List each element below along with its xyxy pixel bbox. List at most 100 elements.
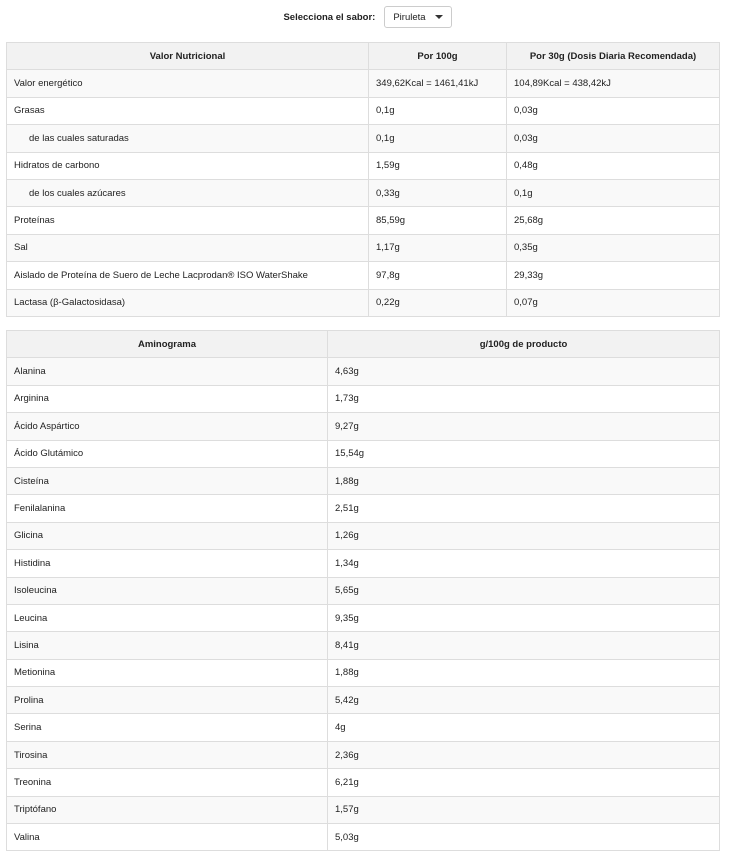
header-cell: Valor Nutricional bbox=[6, 41, 369, 71]
table-cell: Prolina bbox=[6, 686, 328, 715]
table-cell: 0,03g bbox=[506, 96, 720, 126]
table-row: Ácido Aspártico 9,27g bbox=[6, 412, 720, 441]
header-row: Valor Nutricional Por 100g Por 30g (Dosis … bbox=[6, 41, 720, 71]
flavor-selector: Selecciona el sabor: Piruleta bbox=[0, 6, 735, 28]
table-cell: Alanina bbox=[6, 357, 328, 386]
table-row: Tirosina 2,36g bbox=[6, 740, 720, 770]
table-cell: 0,35g bbox=[506, 233, 720, 263]
table-cell: Sal bbox=[6, 233, 369, 263]
table-cell: 1,17g bbox=[368, 233, 507, 263]
nutrition-table: Valor Nutricional Por 100g Por 30g (Dosis … bbox=[6, 41, 720, 317]
table-cell: Isoleucina bbox=[6, 576, 328, 605]
table-cell: 0,07g bbox=[506, 288, 720, 317]
table-row: Arginina 1,73g bbox=[6, 384, 720, 414]
table-cell: 85,59g bbox=[368, 206, 507, 235]
table-row: de las cuales saturadas 0,1g 0,03g bbox=[6, 124, 720, 153]
table-row: Alanina 4,63g bbox=[6, 357, 720, 386]
table-row: Lisina 8,41g bbox=[6, 631, 720, 660]
table-cell: Grasas bbox=[6, 96, 369, 126]
table-cell: Cisteína bbox=[6, 466, 328, 496]
flavor-dropdown[interactable]: Piruleta bbox=[384, 6, 452, 28]
table-cell: 2,36g bbox=[327, 740, 720, 770]
table-cell: Proteínas bbox=[6, 206, 369, 235]
table-row: Hidratos de carbono 1,59g 0,48g bbox=[6, 151, 720, 180]
table-cell: 0,33g bbox=[368, 178, 507, 208]
table-cell: Lisina bbox=[6, 631, 328, 660]
table-cell: 1,88g bbox=[327, 466, 720, 496]
table-cell: Tirosina bbox=[6, 740, 328, 770]
table-cell: 97,8g bbox=[368, 261, 507, 290]
table-cell: 0,22g bbox=[368, 288, 507, 317]
table-cell: Histidina bbox=[6, 549, 328, 578]
table-cell: 5,42g bbox=[327, 686, 720, 715]
table-cell: Valor energético bbox=[6, 69, 369, 98]
table-cell: Treonina bbox=[6, 768, 328, 797]
table-row: Treonina 6,21g bbox=[6, 768, 720, 797]
table-cell: 349,62Kcal = 1461,41kJ bbox=[368, 69, 507, 98]
table-cell: Ácido Aspártico bbox=[6, 412, 328, 441]
table-row: Prolina 5,42g bbox=[6, 686, 720, 715]
table-row: Valor energético 349,62Kcal = 1461,41kJ 10… bbox=[6, 69, 720, 98]
table-row: Valina 5,03g bbox=[6, 823, 720, 852]
table-cell: Valina bbox=[6, 823, 328, 852]
table-cell: 104,89Kcal = 438,42kJ bbox=[506, 69, 720, 98]
table-row: Serina 4g bbox=[6, 713, 720, 742]
table-row: Leucina 9,35g bbox=[6, 603, 720, 633]
table-cell: Hidratos de carbono bbox=[6, 151, 369, 180]
table-row: Proteínas 85,59g 25,68g bbox=[6, 206, 720, 235]
table-row: Ácido Glutámico 15,54g bbox=[6, 439, 720, 468]
table-cell: 4g bbox=[327, 713, 720, 742]
table-cell: 0,1g bbox=[506, 178, 720, 208]
header-cell: Por 30g (Dosis Diaria Recomendada) bbox=[506, 41, 720, 71]
selector-label: Selecciona el sabor: bbox=[283, 11, 376, 23]
header-cell: Aminograma bbox=[6, 329, 328, 359]
table-cell: Ácido Glutámico bbox=[6, 439, 328, 468]
table-cell: Serina bbox=[6, 713, 328, 742]
table-cell: 2,51g bbox=[327, 494, 720, 523]
table-cell: Lactasa (β-Galactosidasa) bbox=[6, 288, 369, 317]
table-row: Histidina 1,34g bbox=[6, 549, 720, 578]
table-cell: 6,21g bbox=[327, 768, 720, 797]
table-row: Aislado de Proteína de Suero de Leche La… bbox=[6, 261, 720, 290]
header-cell: Por 100g bbox=[368, 41, 507, 71]
table-cell: 1,57g bbox=[327, 795, 720, 825]
table-cell: 0,03g bbox=[506, 124, 720, 153]
table-cell: Triptófano bbox=[6, 795, 328, 825]
table-cell: 5,65g bbox=[327, 576, 720, 605]
selector-value: Piruleta bbox=[393, 11, 426, 23]
table-cell: 29,33g bbox=[506, 261, 720, 290]
table-cell: 1,73g bbox=[327, 384, 720, 414]
table-row: Lactasa (β-Galactosidasa) 0,22g 0,07g bbox=[6, 288, 720, 317]
table-cell: 0,1g bbox=[368, 96, 507, 126]
table-cell: 1,88g bbox=[327, 658, 720, 688]
table-row: Triptófano 1,57g bbox=[6, 795, 720, 825]
table-cell: 1,59g bbox=[368, 151, 507, 180]
table-row: de los cuales azúcares 0,33g 0,1g bbox=[6, 178, 720, 208]
table-cell: 8,41g bbox=[327, 631, 720, 660]
table-row: Isoleucina 5,65g bbox=[6, 576, 720, 605]
table-cell: Leucina bbox=[6, 603, 328, 633]
table-cell: Aislado de Proteína de Suero de Leche La… bbox=[6, 261, 369, 290]
table-cell: Metionina bbox=[6, 658, 328, 688]
table-cell: 9,35g bbox=[327, 603, 720, 633]
table-row: Fenilalanina 2,51g bbox=[6, 494, 720, 523]
dropdown-caret bbox=[434, 15, 443, 19]
table-cell: 0,1g bbox=[368, 124, 507, 153]
table-cell: Glicina bbox=[6, 521, 328, 551]
table-cell: Arginina bbox=[6, 384, 328, 414]
table-cell: 25,68g bbox=[506, 206, 720, 235]
header-row: Aminograma g/100g de producto bbox=[6, 329, 720, 359]
amino-table: Aminograma g/100g de producto Alanina 4,63g… bbox=[6, 329, 720, 852]
table-row: Grasas 0,1g 0,03g bbox=[6, 96, 720, 126]
table-cell: de las cuales saturadas bbox=[6, 124, 369, 153]
table-cell: 1,26g bbox=[327, 521, 720, 551]
table-cell: de los cuales azúcares bbox=[6, 178, 369, 208]
table-row: Cisteína 1,88g bbox=[6, 466, 720, 496]
table-cell: 5,03g bbox=[327, 823, 720, 852]
table-cell: 9,27g bbox=[327, 412, 720, 441]
table-cell: 1,34g bbox=[327, 549, 720, 578]
table-cell: 4,63g bbox=[327, 357, 720, 386]
table-row: Glicina 1,26g bbox=[6, 521, 720, 551]
header-cell: g/100g de producto bbox=[327, 329, 720, 359]
